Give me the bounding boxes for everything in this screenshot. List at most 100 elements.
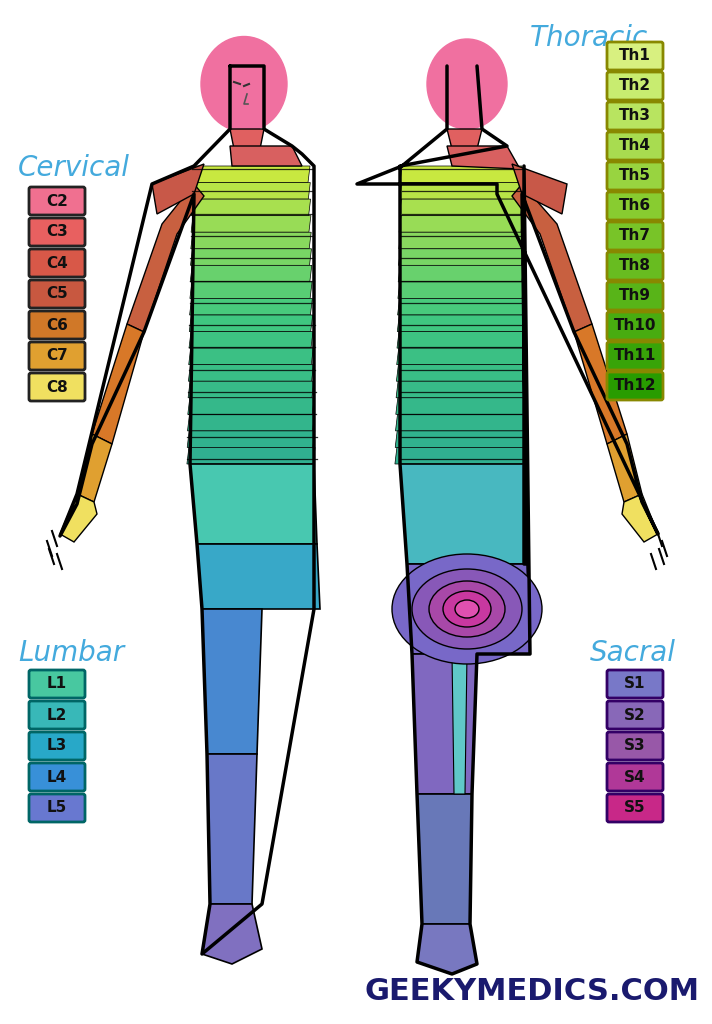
Ellipse shape: [412, 569, 522, 649]
Text: S3: S3: [624, 738, 646, 754]
Polygon shape: [400, 166, 522, 182]
FancyBboxPatch shape: [607, 342, 663, 370]
Polygon shape: [399, 199, 523, 216]
Polygon shape: [399, 216, 523, 232]
Ellipse shape: [429, 581, 505, 637]
Text: L2: L2: [47, 708, 67, 723]
Polygon shape: [397, 365, 525, 381]
Polygon shape: [189, 348, 313, 365]
Text: C3: C3: [46, 224, 68, 240]
Polygon shape: [187, 415, 315, 431]
Text: C8: C8: [46, 380, 68, 394]
Text: C6: C6: [46, 317, 68, 333]
Polygon shape: [447, 146, 520, 169]
Ellipse shape: [443, 591, 491, 627]
Polygon shape: [190, 464, 317, 544]
Polygon shape: [191, 249, 312, 265]
FancyBboxPatch shape: [29, 218, 85, 246]
FancyBboxPatch shape: [607, 763, 663, 791]
FancyBboxPatch shape: [607, 132, 663, 160]
Text: L1: L1: [47, 677, 67, 691]
Polygon shape: [396, 381, 526, 397]
Polygon shape: [412, 654, 477, 794]
Polygon shape: [197, 544, 320, 609]
Polygon shape: [207, 754, 257, 904]
Polygon shape: [77, 434, 112, 502]
Polygon shape: [60, 494, 97, 542]
Text: GEEKYMEDICS.COM: GEEKYMEDICS.COM: [365, 977, 700, 1006]
FancyBboxPatch shape: [607, 312, 663, 340]
FancyBboxPatch shape: [607, 252, 663, 280]
Text: Th10: Th10: [614, 318, 656, 334]
FancyBboxPatch shape: [29, 701, 85, 729]
Polygon shape: [187, 431, 315, 447]
Text: Th2: Th2: [619, 79, 651, 93]
FancyBboxPatch shape: [607, 701, 663, 729]
Text: S1: S1: [624, 677, 646, 691]
Polygon shape: [395, 415, 526, 431]
Text: Th8: Th8: [619, 258, 651, 273]
Text: Th5: Th5: [619, 169, 651, 183]
Polygon shape: [417, 924, 477, 974]
Polygon shape: [397, 332, 525, 348]
Polygon shape: [189, 315, 313, 332]
Polygon shape: [452, 654, 467, 794]
Text: C7: C7: [46, 348, 68, 364]
Polygon shape: [512, 184, 592, 332]
Polygon shape: [400, 464, 527, 564]
Polygon shape: [399, 249, 523, 265]
Polygon shape: [397, 315, 525, 332]
Polygon shape: [189, 365, 313, 381]
Polygon shape: [92, 324, 144, 444]
FancyBboxPatch shape: [607, 42, 663, 70]
Polygon shape: [399, 232, 523, 249]
FancyBboxPatch shape: [29, 794, 85, 822]
Polygon shape: [191, 232, 311, 249]
Ellipse shape: [392, 554, 542, 664]
Polygon shape: [187, 447, 315, 464]
Ellipse shape: [201, 37, 287, 131]
Polygon shape: [192, 199, 310, 216]
Polygon shape: [192, 166, 310, 182]
FancyBboxPatch shape: [29, 763, 85, 791]
Text: Thoracic: Thoracic: [530, 24, 648, 52]
Text: Th12: Th12: [614, 379, 656, 393]
Polygon shape: [607, 434, 642, 502]
Polygon shape: [202, 904, 262, 964]
Text: S4: S4: [624, 769, 646, 784]
Polygon shape: [398, 282, 524, 298]
FancyBboxPatch shape: [607, 102, 663, 130]
FancyBboxPatch shape: [607, 732, 663, 760]
FancyBboxPatch shape: [29, 187, 85, 215]
Text: Th7: Th7: [619, 228, 651, 244]
Polygon shape: [188, 381, 314, 397]
Text: Sacral: Sacral: [590, 639, 676, 667]
Polygon shape: [399, 182, 523, 199]
FancyBboxPatch shape: [607, 794, 663, 822]
Polygon shape: [188, 397, 314, 415]
FancyBboxPatch shape: [29, 311, 85, 339]
FancyBboxPatch shape: [29, 373, 85, 401]
Text: Th11: Th11: [614, 348, 656, 364]
Polygon shape: [152, 164, 204, 214]
Polygon shape: [512, 164, 567, 214]
Polygon shape: [189, 298, 313, 315]
Polygon shape: [192, 182, 310, 199]
Polygon shape: [395, 447, 527, 464]
FancyBboxPatch shape: [607, 72, 663, 100]
Text: Cervical: Cervical: [18, 154, 130, 182]
Polygon shape: [398, 265, 524, 282]
Text: L3: L3: [47, 738, 67, 754]
Polygon shape: [397, 348, 525, 365]
Text: S5: S5: [624, 801, 646, 815]
Text: Th1: Th1: [619, 48, 651, 63]
Text: L4: L4: [47, 769, 67, 784]
Text: S2: S2: [624, 708, 646, 723]
Polygon shape: [230, 146, 302, 166]
Polygon shape: [190, 282, 312, 298]
Polygon shape: [202, 609, 262, 754]
FancyBboxPatch shape: [29, 249, 85, 278]
Polygon shape: [190, 265, 312, 282]
Polygon shape: [407, 564, 530, 654]
Polygon shape: [447, 129, 482, 150]
